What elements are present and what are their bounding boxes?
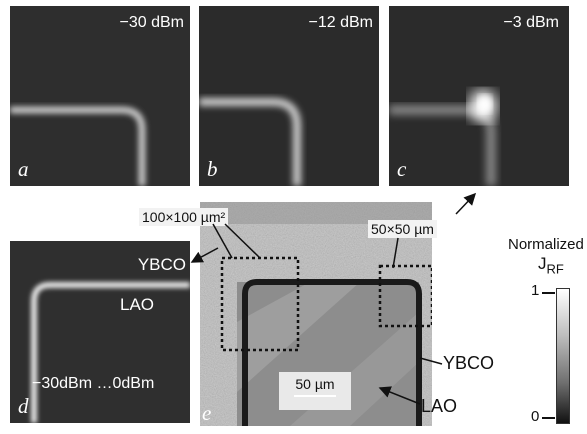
panel-c-power-label: −3 dBm [503, 14, 559, 32]
callout-50x50-area: 50×50 µm [368, 220, 437, 238]
panel-b-letter: b [207, 157, 218, 182]
panel-d-power-range: −30dBm …0dBm [32, 375, 154, 393]
panel-b-power-label: −12 dBm [309, 14, 373, 32]
callout-100x100-area: 100×100 µm² [139, 208, 228, 226]
colorbar-quantity-symbol: J [538, 254, 547, 273]
colorbar-bottom-tick: 0 [531, 408, 539, 425]
panel-a-power-label: −30 dBm [120, 14, 184, 32]
panel-d-ybco-label: YBCO [138, 255, 186, 275]
scale-bar-box: 50 µm [279, 372, 351, 410]
side-ybco-label: YBCO [443, 353, 494, 374]
colorbar-top-tick-line [542, 292, 555, 294]
panel-b-strip-graphic [199, 6, 379, 186]
panel-c-image: −3 dBm c [389, 6, 569, 186]
scale-bar-line [294, 395, 336, 397]
colorbar-title-line1: Normalized [508, 236, 584, 253]
side-lao-label: LAO [421, 396, 457, 417]
panel-a-image: −30 dBm a [10, 6, 190, 186]
colorbar-top-tick: 1 [531, 282, 539, 299]
colorbar-title: Normalized [508, 236, 584, 253]
arrow-to-panel-c [456, 194, 475, 214]
panel-d-letter: d [18, 394, 29, 419]
panel-d-lao-label: LAO [120, 295, 154, 315]
panel-a-letter: a [18, 157, 29, 182]
panel-a-strip-graphic [10, 6, 190, 186]
scale-bar-label: 50 µm [279, 372, 351, 392]
panel-c-letter: c [397, 157, 406, 182]
colorbar-quantity-subscript: RF [547, 261, 564, 276]
panel-c-strip-graphic [389, 6, 569, 186]
panel-d-image: YBCO LAO −30dBm …0dBm d [10, 241, 190, 423]
colorbar-quantity: JRF [538, 254, 564, 276]
colorbar-bottom-tick-line [542, 417, 555, 419]
panel-b-image: −12 dBm b [199, 6, 379, 186]
colorbar-gradient [556, 288, 570, 424]
panel-e-letter: e [202, 401, 211, 426]
